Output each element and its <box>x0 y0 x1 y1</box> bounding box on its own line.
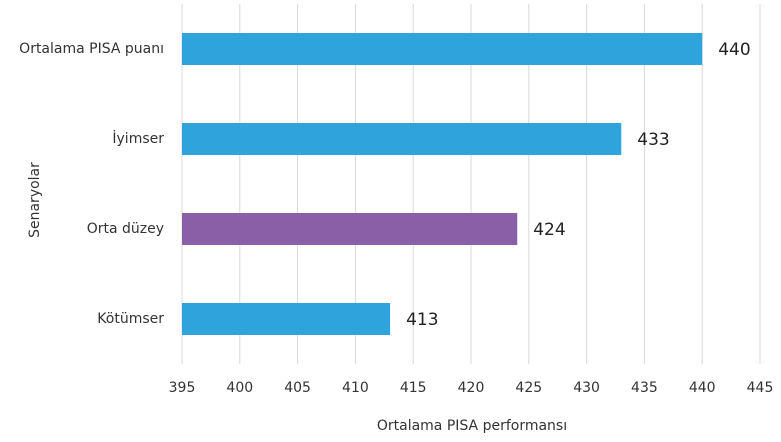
x-tick-label: 440 <box>689 380 716 396</box>
bar <box>182 123 622 155</box>
x-tick-label: 445 <box>747 380 774 396</box>
x-axis-label: Ortalama PISA performansı <box>377 418 567 434</box>
data-label: 440 <box>718 40 750 60</box>
data-label: 424 <box>533 220 565 240</box>
bar <box>182 213 518 245</box>
x-tick-label: 405 <box>284 380 311 396</box>
data-label: 413 <box>406 310 438 330</box>
bar <box>182 303 391 335</box>
x-tick-label: 435 <box>631 380 658 396</box>
y-tick-label: Ortalama PISA puanı <box>19 41 164 57</box>
data-label: 433 <box>637 130 669 150</box>
x-tick-label: 415 <box>400 380 427 396</box>
x-tick-label: 400 <box>226 380 253 396</box>
x-tick-label: 410 <box>342 380 369 396</box>
x-tick-label: 425 <box>515 380 542 396</box>
x-tick-label: 420 <box>458 380 485 396</box>
y-tick-label: Kötümser <box>97 311 164 327</box>
y-tick-label: Orta düzey <box>87 221 164 237</box>
bar <box>182 33 703 65</box>
x-tick-label: 430 <box>573 380 600 396</box>
y-axis-label: Senaryolar <box>27 162 43 238</box>
y-tick-label: İyimser <box>112 129 164 147</box>
x-tick-label: 395 <box>169 380 196 396</box>
